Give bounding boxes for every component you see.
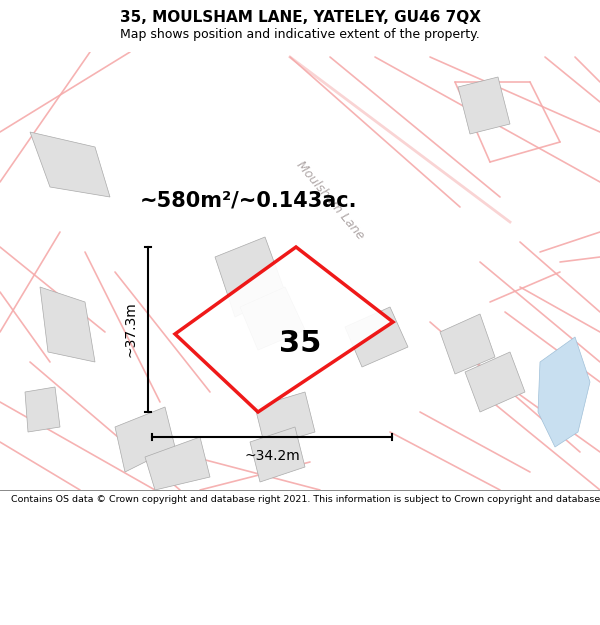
Polygon shape <box>440 314 495 374</box>
Polygon shape <box>538 337 590 447</box>
Text: Contains OS data © Crown copyright and database right 2021. This information is : Contains OS data © Crown copyright and d… <box>11 496 600 504</box>
Text: Moulsham Lane: Moulsham Lane <box>293 158 367 242</box>
Polygon shape <box>255 392 315 447</box>
Text: 35, MOULSHAM LANE, YATELEY, GU46 7QX: 35, MOULSHAM LANE, YATELEY, GU46 7QX <box>119 11 481 26</box>
Text: ~37.3m: ~37.3m <box>124 302 138 358</box>
Polygon shape <box>345 307 408 367</box>
Text: Map shows position and indicative extent of the property.: Map shows position and indicative extent… <box>120 28 480 41</box>
Text: 35: 35 <box>280 329 322 358</box>
Polygon shape <box>25 387 60 432</box>
Polygon shape <box>240 287 305 350</box>
Polygon shape <box>40 287 95 362</box>
Polygon shape <box>250 427 305 482</box>
Polygon shape <box>465 352 525 412</box>
Polygon shape <box>458 77 510 134</box>
Polygon shape <box>215 237 285 317</box>
Polygon shape <box>30 132 110 197</box>
Text: ~34.2m: ~34.2m <box>244 449 300 463</box>
Polygon shape <box>115 407 175 472</box>
Polygon shape <box>145 437 210 490</box>
Text: ~580m²/~0.143ac.: ~580m²/~0.143ac. <box>140 190 358 210</box>
Polygon shape <box>175 247 393 412</box>
